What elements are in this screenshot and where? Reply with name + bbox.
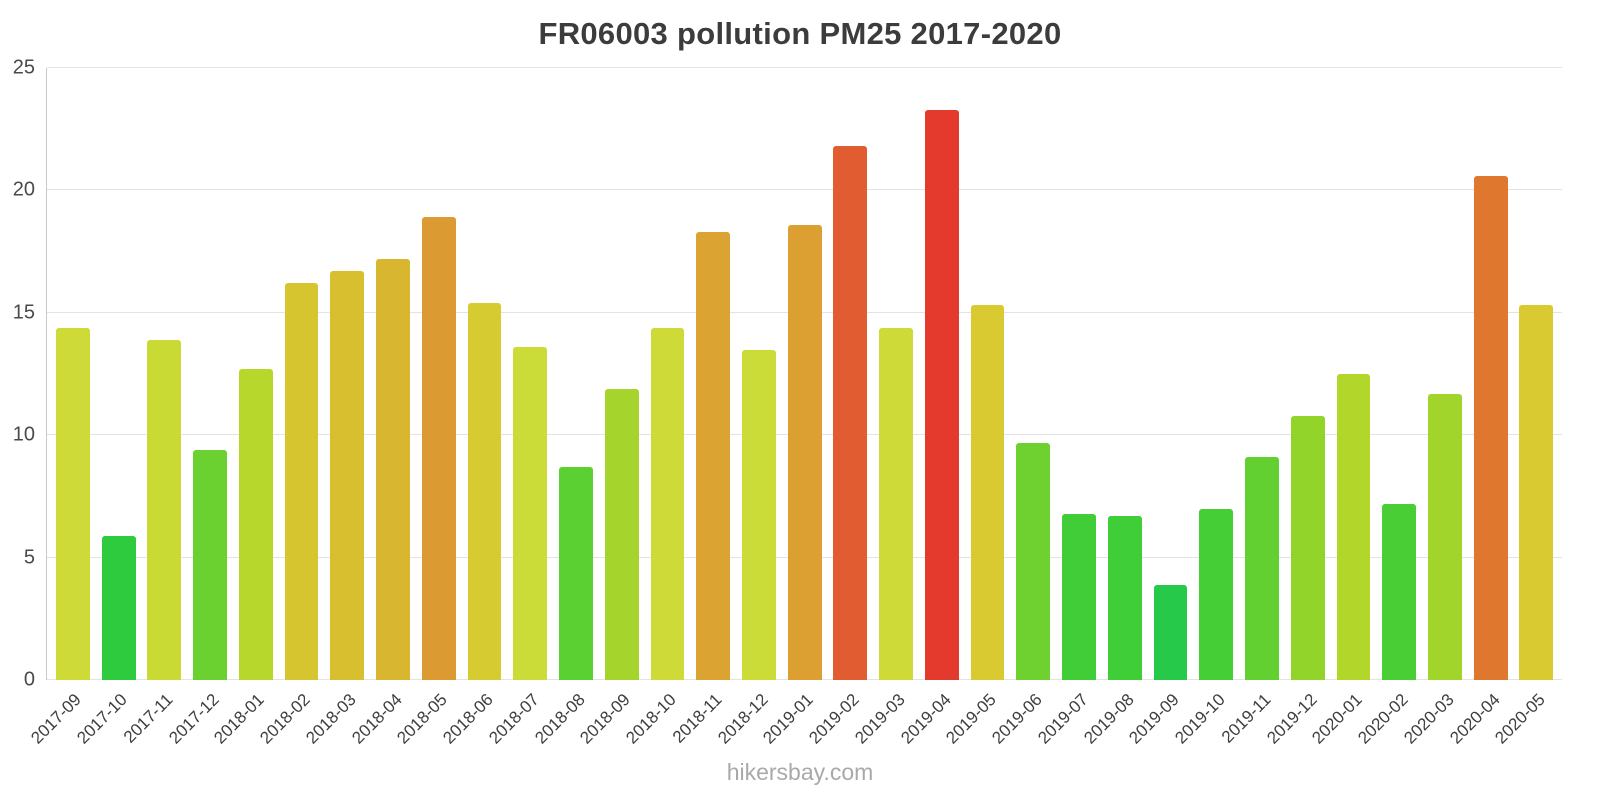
bar-2019-10[interactable] — [1199, 508, 1234, 680]
bar-slot — [141, 68, 187, 680]
x-axis-labels: 2017-09 2017-10 2017-11 2017-12 2018-01 2018-… — [28, 682, 1562, 762]
bar-2017-10[interactable] — [101, 535, 136, 680]
bar-2019-04[interactable] — [924, 109, 959, 680]
plot-area: 0 5 10 15 20 25 — [13, 57, 1562, 691]
bar-slot — [1331, 68, 1377, 680]
bar-2018-04[interactable] — [376, 258, 410, 680]
bar-slot — [1148, 68, 1194, 680]
bar-slot — [1514, 68, 1560, 680]
bar-2018-10[interactable] — [650, 327, 685, 680]
bar-slot — [50, 68, 96, 680]
bar-slot — [690, 68, 736, 680]
bar-slot — [736, 68, 782, 680]
bar-2018-09[interactable] — [604, 388, 639, 680]
y-tick-label-20: 20 — [12, 178, 35, 201]
bar-slot — [233, 68, 279, 680]
gridline-25 — [47, 67, 1562, 68]
bar-slot — [187, 68, 233, 680]
bar-slot — [599, 68, 645, 680]
bar-slot — [416, 68, 462, 680]
bar-2019-11[interactable] — [1245, 457, 1279, 680]
y-tick-label-25: 25 — [12, 56, 35, 79]
y-tick-label-5: 5 — [23, 546, 35, 569]
gridline-20 — [47, 189, 1562, 191]
bar-slot — [1193, 68, 1239, 680]
bar-2019-03[interactable] — [879, 327, 913, 680]
bar-slot — [553, 68, 599, 680]
bar-2019-01[interactable] — [787, 224, 822, 680]
bars-row — [47, 68, 1562, 680]
bar-2017-09[interactable] — [55, 327, 90, 680]
x-tick-label-2017-09: 2017-09 — [27, 690, 86, 748]
bar-slot — [1056, 68, 1102, 680]
bar-slot — [279, 68, 325, 680]
bar-2018-02[interactable] — [284, 283, 319, 680]
chart-title: FR06003 pollution PM25 2017-2020 — [538, 16, 1062, 51]
bar-slot — [1102, 68, 1148, 680]
bar-slot — [919, 68, 965, 680]
bar-2020-01[interactable] — [1336, 374, 1371, 680]
y-tick-label-0: 0 — [23, 668, 35, 691]
watermark: hikersbay.com — [726, 759, 874, 785]
bar-slot — [827, 68, 873, 680]
bar-2019-02[interactable] — [833, 146, 868, 680]
bar-2017-12[interactable] — [193, 449, 227, 680]
bar-2020-02[interactable] — [1382, 503, 1417, 680]
bar-2017-11[interactable] — [147, 339, 182, 680]
bar-slot — [96, 68, 142, 680]
bar-2019-09[interactable] — [1153, 584, 1188, 680]
bar-slot — [1468, 68, 1514, 680]
bar-2018-07[interactable] — [513, 347, 548, 680]
bar-2020-04[interactable] — [1473, 175, 1508, 680]
bar-slot — [1010, 68, 1056, 680]
bar-slot — [1285, 68, 1331, 680]
y-tick-label-10: 10 — [12, 423, 35, 446]
bar-2019-05[interactable] — [970, 305, 1005, 680]
y-tick-label-15: 15 — [12, 301, 35, 324]
bar-2019-12[interactable] — [1290, 415, 1325, 680]
x-label-slot: 2020-05 — [1492, 682, 1559, 762]
bar-slot — [370, 68, 416, 680]
bar-2019-07[interactable] — [1062, 513, 1096, 680]
bar-2018-11[interactable] — [696, 232, 731, 680]
bar-2018-01[interactable] — [238, 369, 273, 680]
bar-slot — [782, 68, 828, 680]
bar-2019-06[interactable] — [1016, 442, 1051, 680]
bar-2020-03[interactable] — [1427, 393, 1462, 680]
bar-2018-05[interactable] — [421, 217, 456, 680]
bar-2018-03[interactable] — [330, 271, 365, 680]
bar-slot — [462, 68, 508, 680]
bar-slot — [1376, 68, 1422, 680]
bar-slot — [873, 68, 919, 680]
bar-slot — [1422, 68, 1468, 680]
bar-slot — [645, 68, 691, 680]
bar-slot — [324, 68, 370, 680]
bar-2018-08[interactable] — [559, 467, 593, 680]
bar-2018-12[interactable] — [741, 349, 776, 680]
bar-slot — [965, 68, 1011, 680]
bar-slot — [507, 68, 553, 680]
bar-2020-05[interactable] — [1519, 305, 1554, 680]
bar-2018-06[interactable] — [467, 303, 502, 680]
bar-slot — [1239, 68, 1285, 680]
bar-2019-08[interactable] — [1107, 515, 1142, 680]
